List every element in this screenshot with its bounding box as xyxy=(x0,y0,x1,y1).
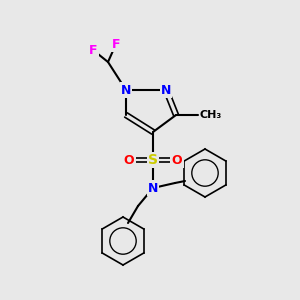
Text: O: O xyxy=(172,154,182,166)
Text: N: N xyxy=(121,83,131,97)
Text: N: N xyxy=(148,182,158,194)
Text: S: S xyxy=(148,153,158,167)
Text: F: F xyxy=(89,44,97,56)
Text: F: F xyxy=(112,38,120,50)
Text: O: O xyxy=(124,154,134,166)
Text: CH₃: CH₃ xyxy=(200,110,222,120)
Text: N: N xyxy=(161,83,171,97)
